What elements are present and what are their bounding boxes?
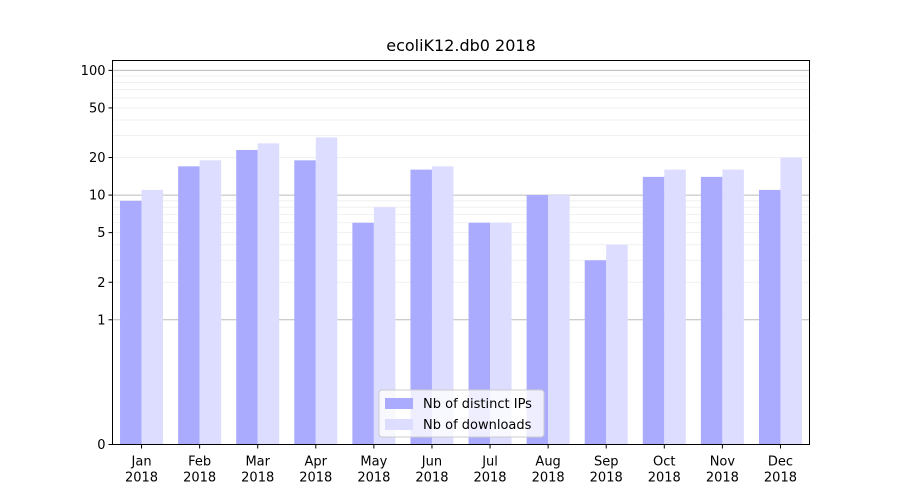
x-tick-label: Oct — [653, 455, 675, 470]
y-tick-label: 50 — [89, 101, 106, 116]
x-tick-label: Apr — [305, 455, 328, 470]
x-tick-label: Mar — [245, 455, 270, 470]
x-tick-label: Feb — [188, 455, 211, 470]
x-tick-label: Dec — [768, 455, 793, 470]
x-tick-sublabel: 2018 — [125, 471, 158, 486]
y-axis: 0 1 2 5 10 20 50 100 — [81, 64, 113, 453]
bar-nb-of-distinct-ips-nov — [700, 176, 723, 445]
bar-nb-of-distinct-ips-jun — [410, 169, 432, 445]
x-tick-label: Nov — [710, 455, 736, 470]
bar-nb-of-downloads-sep — [606, 244, 628, 445]
bar-nb-of-distinct-ips-dec — [758, 189, 781, 445]
legend: Nb of distinct IPs Nb of downloads — [378, 389, 545, 438]
bars — [120, 137, 802, 445]
x-tick-sublabel: 2018 — [183, 471, 216, 486]
x-tick-sublabel: 2018 — [706, 471, 739, 486]
bar-nb-of-downloads-jan — [141, 189, 164, 445]
bar-nb-of-distinct-ips-jul — [468, 222, 491, 445]
legend-box — [378, 389, 545, 438]
bar-nb-of-downloads-may — [373, 207, 396, 445]
bar-nb-of-downloads-jul — [490, 222, 512, 445]
y-tick-label: 1 — [97, 313, 105, 328]
bar-nb-of-distinct-ips-jan — [120, 200, 142, 445]
bar-nb-of-distinct-ips-oct — [642, 176, 665, 445]
chart-title: ecoliK12.db0 2018 — [386, 36, 536, 55]
y-tick-label: 0 — [97, 438, 105, 453]
bar-nb-of-downloads-jun — [431, 166, 454, 445]
bar-nb-of-downloads-apr — [315, 137, 338, 445]
legend-label-nb-of-downloads: Nb of downloads — [423, 418, 532, 433]
x-axis: Jan2018Feb2018Mar2018Apr2018May2018Jun20… — [125, 444, 797, 486]
bar-nb-of-distinct-ips-aug — [526, 195, 549, 445]
x-tick-label: Aug — [535, 455, 560, 470]
x-tick-sublabel: 2018 — [764, 471, 797, 486]
legend-swatch-nb-of-distinct-ips — [385, 398, 413, 409]
plot-frame — [112, 60, 810, 445]
bar-nb-of-distinct-ips-sep — [584, 260, 607, 445]
y-tick-label: 5 — [97, 226, 105, 241]
x-tick-label: Jan — [131, 455, 152, 470]
y-tick-label: 2 — [97, 276, 105, 291]
x-tick-sublabel: 2018 — [590, 471, 623, 486]
x-tick-sublabel: 2018 — [357, 471, 390, 486]
x-tick-label: May — [360, 455, 387, 470]
bar-nb-of-downloads-nov — [722, 169, 744, 445]
legend-swatch-nb-of-downloads — [385, 419, 413, 430]
x-tick-label: Sep — [594, 455, 619, 470]
bar-nb-of-distinct-ips-feb — [178, 166, 200, 445]
bar-nb-of-distinct-ips-apr — [294, 160, 316, 445]
y-tick-label: 100 — [81, 64, 106, 79]
x-tick-label: Jul — [481, 455, 498, 470]
x-tick-sublabel: 2018 — [299, 471, 332, 486]
y-tick-label: 20 — [89, 151, 106, 166]
legend-label-nb-of-distinct-ips: Nb of distinct IPs — [423, 397, 532, 412]
bar-nb-of-downloads-feb — [199, 160, 222, 445]
x-tick-sublabel: 2018 — [648, 471, 681, 486]
bar-nb-of-downloads-dec — [780, 157, 802, 445]
x-tick-sublabel: 2018 — [473, 471, 506, 486]
bar-nb-of-downloads-oct — [664, 169, 686, 445]
x-tick-sublabel: 2018 — [415, 471, 448, 486]
bar-nb-of-downloads-mar — [257, 143, 280, 445]
y-tick-label: 10 — [89, 189, 106, 204]
x-tick-sublabel: 2018 — [532, 471, 565, 486]
bar-nb-of-downloads-aug — [548, 195, 570, 445]
bar-nb-of-distinct-ips-mar — [236, 149, 258, 445]
bar-nb-of-distinct-ips-may — [352, 222, 374, 445]
grid-lines — [112, 69, 810, 321]
x-tick-label: Jun — [421, 455, 442, 470]
x-tick-sublabel: 2018 — [241, 471, 274, 486]
